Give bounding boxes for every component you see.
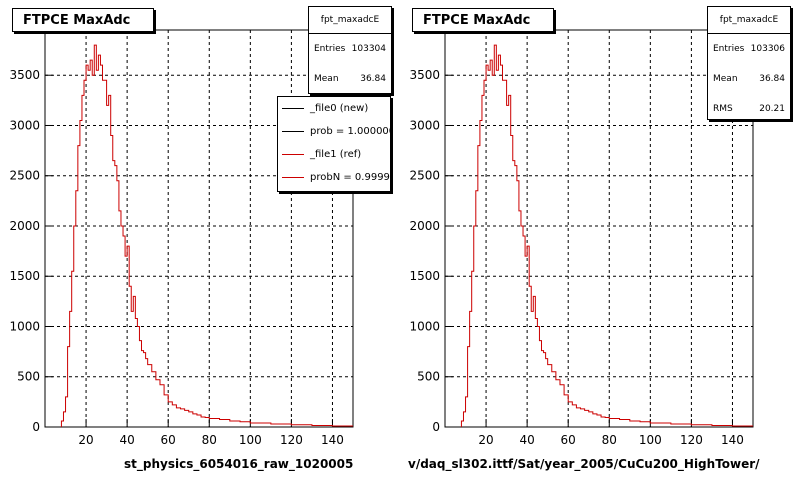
y-tick-label: 500	[417, 370, 440, 384]
legend-swatch	[282, 177, 304, 178]
x-tick-label: 140	[321, 433, 344, 447]
x-tick-label: 120	[680, 433, 703, 447]
x-tick-label: 140	[721, 433, 744, 447]
y-tick-label: 2000	[409, 219, 440, 233]
y-tick-label: 3500	[9, 68, 40, 82]
legend-label: _file1 (ref)	[310, 149, 362, 160]
x-tick-label: 120	[280, 433, 303, 447]
stats-name: fpt_maxadcE	[708, 7, 790, 34]
legend-entry: probN = 0.999995	[278, 166, 390, 189]
x-tick-label: 20	[478, 433, 493, 447]
legend-entry: prob = 1.000000	[278, 120, 390, 143]
stats-mean-label: Mean	[314, 74, 339, 84]
stats-entries-label: Entries	[713, 44, 745, 54]
y-tick-label: 2500	[409, 169, 440, 183]
y-tick-label: 1500	[9, 269, 40, 283]
plot-frame	[44, 29, 354, 428]
stats-row-entries: Entries 103304	[309, 34, 391, 64]
legend-entry: _file1 (ref)	[278, 143, 390, 166]
stats-box-right: fpt_maxadcE Entries 103306 Mean 36.84 RM…	[707, 6, 791, 120]
panel-title-right: FTPCE MaxAdc	[412, 8, 554, 32]
y-tick-label: 2000	[9, 219, 40, 233]
stats-entries-value: 103304	[351, 44, 386, 54]
stats-entries-label: Entries	[314, 44, 346, 54]
y-tick-label: 1500	[409, 269, 440, 283]
legend-swatch	[282, 108, 304, 109]
stats-rms-value: 20.21	[759, 104, 785, 114]
stats-box-left: fpt_maxadcE Entries 103304 Mean 36.84	[308, 6, 392, 94]
histogram-panel-right: 20 40 60 80 100 120 140 0 500 1000 1500 2000 2500 300…	[409, 29, 754, 447]
legend-label: prob = 1.000000	[310, 126, 391, 137]
panel-title-left: FTPCE MaxAdc	[12, 8, 154, 32]
y-tick-label: 2500	[9, 169, 40, 183]
y-tick-label: 500	[17, 370, 40, 384]
y-tick-label: 1000	[9, 319, 40, 333]
stats-mean-value: 36.84	[759, 74, 785, 84]
y-tick-label: 0	[432, 420, 440, 434]
legend-box: _file0 (new) prob = 1.000000 _file1 (ref…	[277, 96, 391, 192]
x-tick-label: 40	[119, 433, 134, 447]
x-tick-label: 40	[519, 433, 534, 447]
legend-label: probN = 0.999995	[310, 172, 390, 183]
stats-rms-label: RMS	[713, 104, 733, 114]
stats-mean-label: Mean	[713, 74, 738, 84]
stats-row-mean: Mean 36.84	[309, 64, 391, 93]
y-tick-label: 1000	[409, 319, 440, 333]
y-tick-label: 3500	[409, 68, 440, 82]
x-caption-right: v/daq_sl302.ittf/Sat/year_2005/CuCu200_H…	[408, 457, 760, 471]
legend-entry: _file0 (new)	[278, 97, 390, 120]
x-tick-label: 60	[161, 433, 176, 447]
histogram-series-line	[60, 44, 353, 427]
histogram-panel-left: 20 40 60 80 100 120 140 0 500 1000 1500 2000 2500 300…	[9, 29, 354, 447]
stats-entries-value: 103306	[750, 44, 785, 54]
plot-frame	[444, 29, 754, 428]
legend-swatch	[282, 131, 304, 132]
stats-row-entries: Entries 103306	[708, 34, 790, 64]
legend-label: _file0 (new)	[310, 103, 369, 114]
y-tick-label: 3000	[409, 118, 440, 132]
histogram-series-line	[460, 44, 753, 427]
stats-mean-value: 36.84	[360, 74, 386, 84]
x-tick-label: 100	[639, 433, 662, 447]
stats-row-rms: RMS 20.21	[708, 94, 790, 124]
x-tick-label: 60	[561, 433, 576, 447]
y-tick-label: 0	[32, 420, 40, 434]
x-tick-label: 20	[78, 433, 93, 447]
x-tick-label: 100	[239, 433, 262, 447]
legend-swatch	[282, 154, 304, 155]
stats-name: fpt_maxadcE	[309, 7, 391, 34]
x-tick-label: 80	[202, 433, 217, 447]
x-tick-label: 80	[602, 433, 617, 447]
y-tick-label: 3000	[9, 118, 40, 132]
stats-row-mean: Mean 36.84	[708, 64, 790, 94]
x-caption-left: st_physics_6054016_raw_1020005	[124, 457, 354, 471]
